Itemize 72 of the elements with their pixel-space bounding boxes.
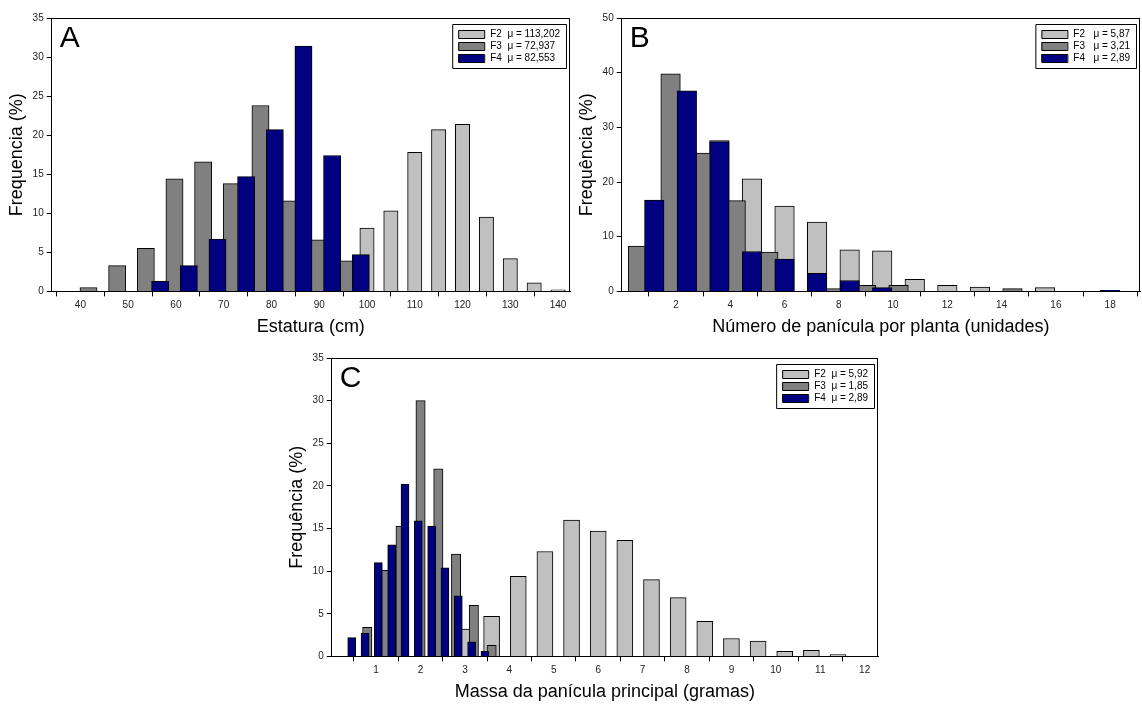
y-tick-label: 35 — [312, 351, 325, 363]
x-tick-label: 80 — [265, 299, 278, 311]
x-tick-label: 140 — [549, 299, 567, 311]
x-tick-label: 100 — [358, 299, 376, 311]
chart-title: B — [629, 20, 650, 54]
y-tick-label: 20 — [312, 479, 325, 491]
y-axis-title: Frequência (%) — [575, 93, 596, 217]
x-tick-label: 40 — [74, 299, 87, 311]
y-tick-label: 10 — [32, 207, 45, 219]
x-tick-label: 6 — [781, 299, 788, 311]
x-tick-label: 50 — [122, 299, 135, 311]
x-axis-title: Número de panícula por planta (unidades) — [712, 316, 1050, 337]
legend-label: F2 μ = 5,87 — [1073, 28, 1131, 40]
x-tick-label: 5 — [551, 664, 558, 676]
x-tick-label: 8 — [836, 299, 843, 311]
x-tick-label: 1 — [373, 664, 380, 676]
chart-title: A — [59, 20, 80, 54]
x-tick-label: 3 — [462, 664, 469, 676]
legend-label: F4 μ = 2,89 — [814, 392, 869, 404]
y-axis-title: Frequência (%) — [285, 445, 306, 569]
x-tick-label: 70 — [218, 299, 230, 311]
x-tick-label: 60 — [170, 299, 182, 311]
y-tick-label: 5 — [318, 607, 325, 619]
x-tick-label: 8 — [684, 664, 691, 676]
y-tick-label: 10 — [312, 564, 325, 576]
y-tick-label: 30 — [602, 121, 615, 133]
y-tick-label: 30 — [32, 50, 45, 62]
y-tick-label: 15 — [32, 167, 45, 179]
legend-label: F4 μ = 82,553 — [490, 52, 556, 64]
x-tick-label: 6 — [595, 664, 602, 676]
legend-label: F4 μ = 2,89 — [1073, 52, 1131, 64]
y-tick-label: 0 — [38, 285, 45, 297]
x-tick-label: 11 — [815, 664, 826, 676]
x-tick-label: 16 — [1050, 299, 1062, 311]
legend-label: F3 μ = 3,21 — [1073, 40, 1131, 52]
x-tick-label: 90 — [313, 299, 326, 311]
x-tick-label: 2 — [673, 299, 680, 311]
x-tick-label: 10 — [770, 664, 782, 676]
y-axis-title: Frequencia (%) — [5, 93, 26, 217]
y-tick-label: 10 — [602, 230, 615, 242]
x-tick-label: 12 — [941, 299, 954, 311]
chart-title: C — [339, 360, 362, 394]
x-axis-title: Estatura (cm) — [256, 316, 365, 337]
y-tick-label: 25 — [312, 437, 325, 449]
y-tick-label: 50 — [602, 11, 615, 23]
x-tick-label: 120 — [454, 299, 472, 311]
legend-label: F2 μ = 113,202 — [490, 28, 561, 40]
y-tick-label: 40 — [602, 66, 615, 78]
y-tick-label: 0 — [608, 285, 615, 297]
y-tick-label: 20 — [602, 175, 615, 187]
x-tick-label: 12 — [859, 664, 871, 676]
legend-label: F3 μ = 72,937 — [490, 40, 556, 52]
x-tick-label: 10 — [887, 299, 900, 311]
y-tick-label: 35 — [32, 11, 45, 23]
legend-label: F3 μ = 1,85 — [814, 380, 869, 392]
x-tick-label: 9 — [728, 664, 735, 676]
y-tick-label: 5 — [38, 246, 45, 258]
y-tick-label: 25 — [32, 89, 45, 101]
y-tick-label: 15 — [312, 522, 325, 534]
x-tick-label: 7 — [639, 664, 646, 676]
x-axis-title: Massa da panícula principal (gramas) — [454, 681, 755, 702]
x-tick-label: 14 — [996, 299, 1008, 311]
y-tick-label: 20 — [32, 128, 45, 140]
legend-label: F2 μ = 5,92 — [814, 368, 869, 380]
x-tick-label: 2 — [417, 664, 424, 676]
x-tick-label: 130 — [501, 299, 520, 311]
x-tick-label: 4 — [727, 299, 734, 311]
y-tick-label: 0 — [318, 650, 325, 662]
y-tick-label: 30 — [312, 394, 325, 406]
x-tick-label: 110 — [406, 299, 424, 311]
x-tick-label: 18 — [1104, 299, 1117, 311]
x-tick-label: 4 — [506, 664, 513, 676]
